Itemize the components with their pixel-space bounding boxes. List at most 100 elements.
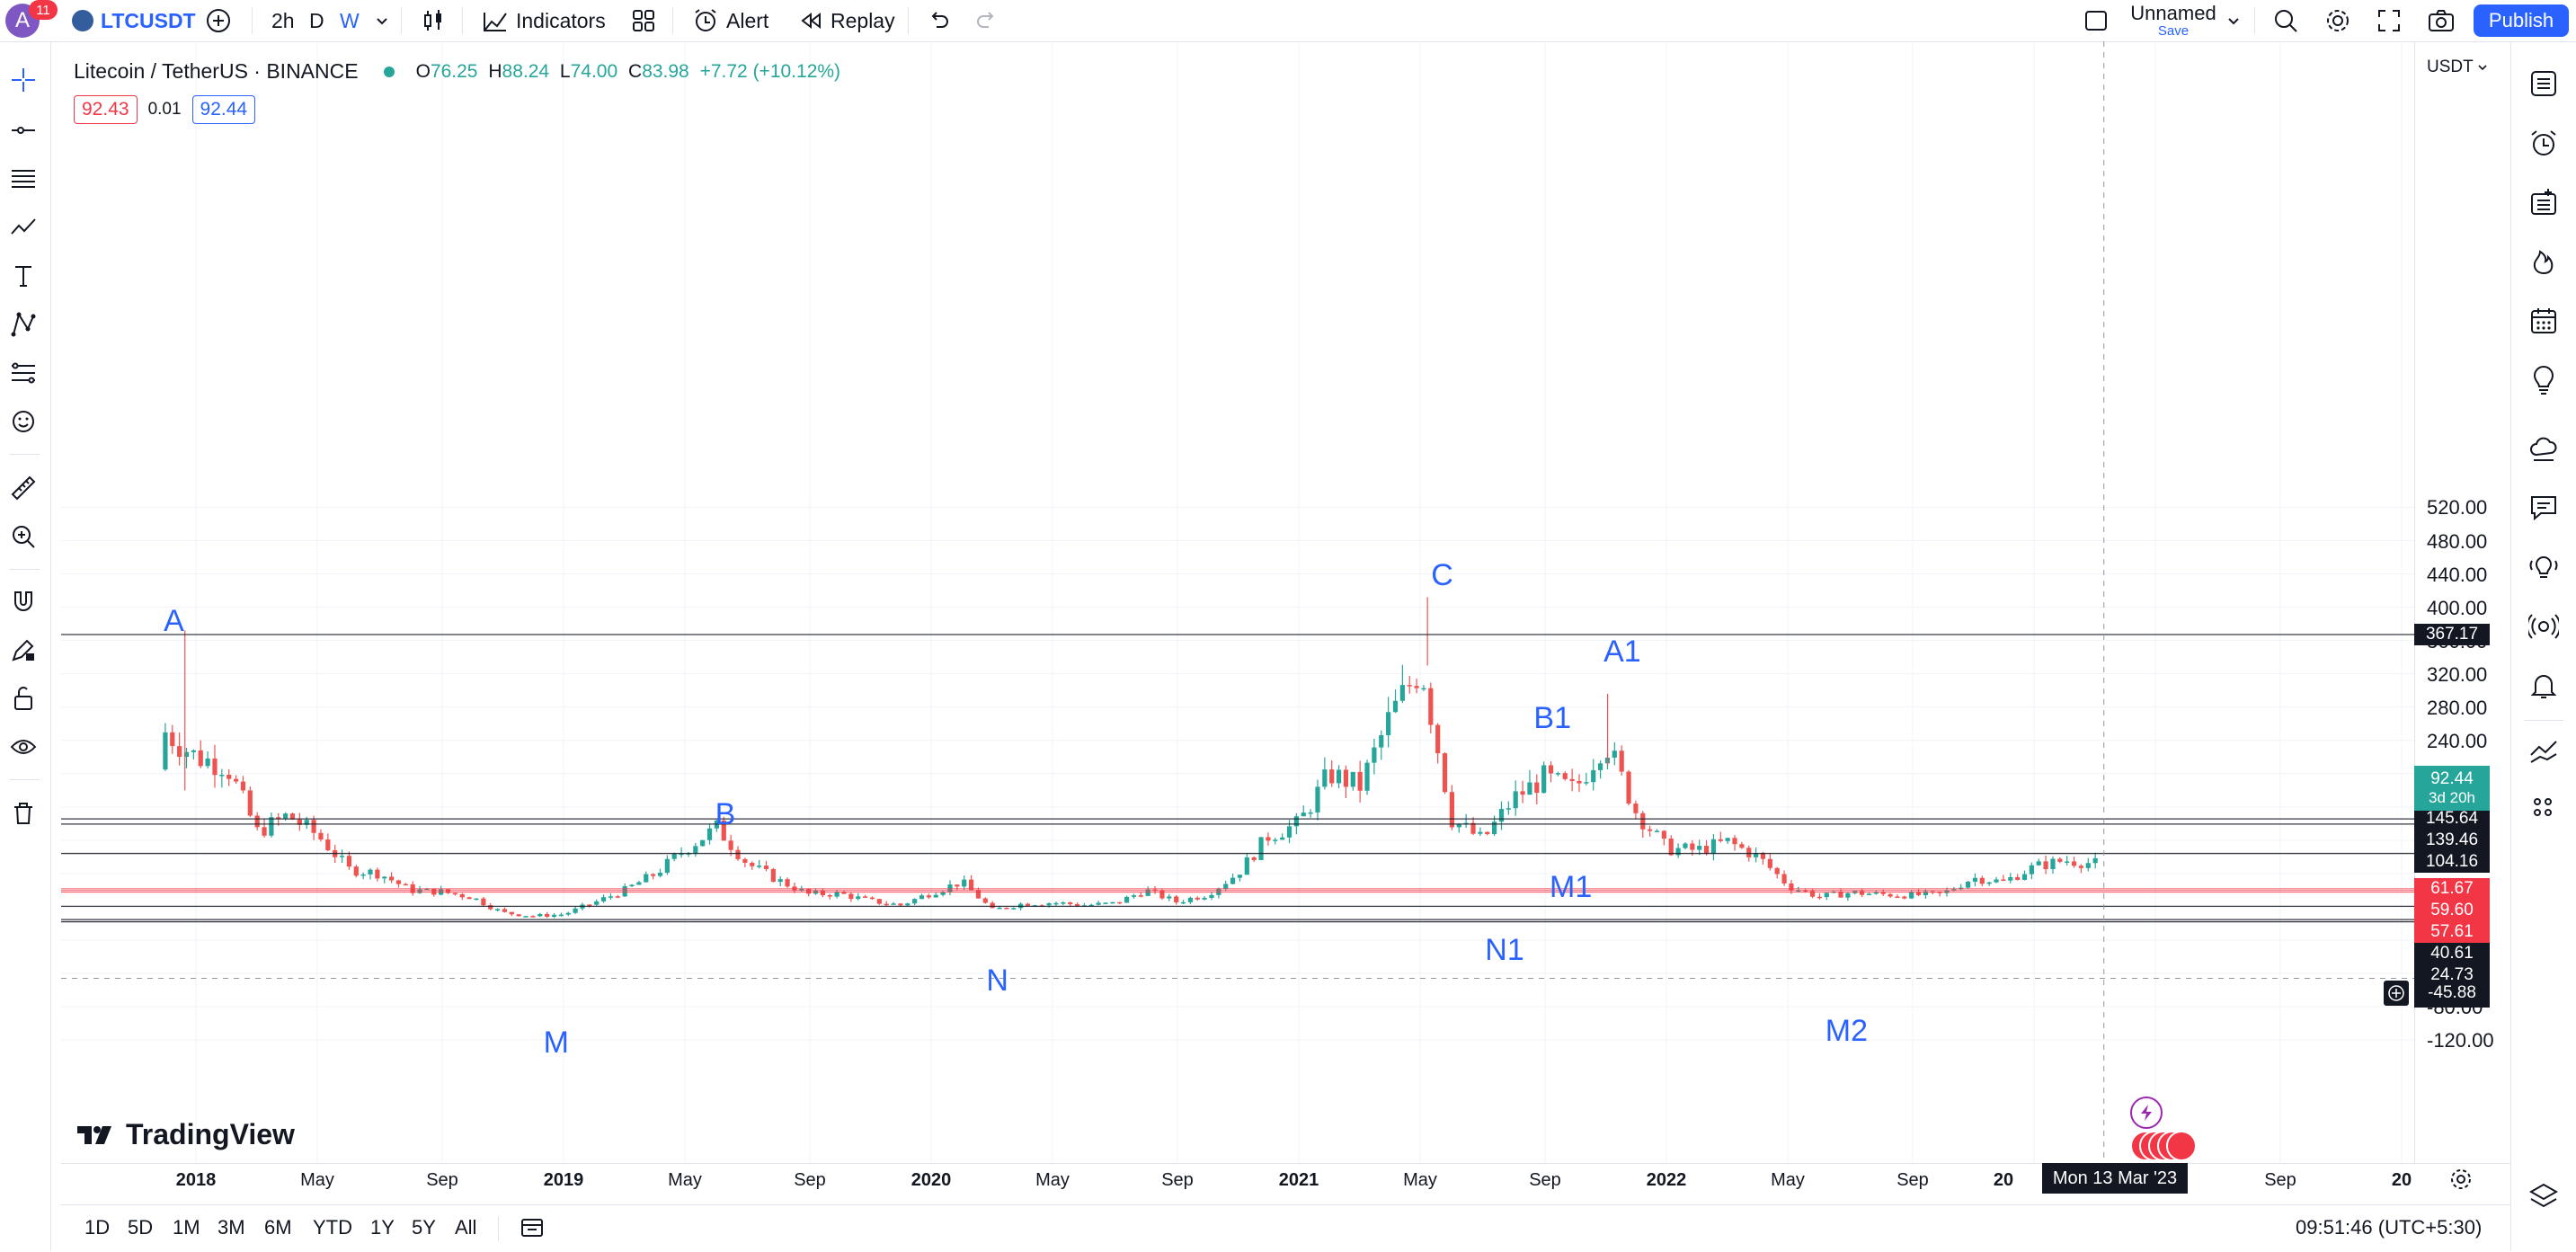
- range-1m[interactable]: 1M: [173, 1216, 200, 1239]
- range-1d[interactable]: 1D: [84, 1216, 111, 1239]
- interval-w[interactable]: W: [340, 8, 360, 32]
- symbol-label: LTCUSDT: [101, 8, 196, 32]
- fullscreen-button[interactable]: [2376, 0, 2402, 41]
- last-price-tag: 92.44 3d 20h: [2414, 766, 2490, 811]
- price-axis-border: [2414, 41, 2415, 1163]
- icon-tool[interactable]: [4, 402, 43, 441]
- horizontal-ray-icon: [12, 127, 35, 134]
- object-tree-button[interactable]: [2524, 182, 2563, 222]
- replay-button[interactable]: Replay: [798, 0, 895, 41]
- stay-in-drawing-mode[interactable]: [4, 630, 43, 670]
- undo-button[interactable]: [926, 0, 951, 41]
- tradingview-logo[interactable]: TradingView: [77, 1118, 295, 1151]
- remove-drawings[interactable]: [4, 794, 43, 833]
- candle-body: [1258, 837, 1264, 860]
- flash-event-icon[interactable]: [2130, 1097, 2163, 1129]
- wave-label[interactable]: N: [986, 963, 1008, 999]
- chats-button[interactable]: [2524, 488, 2563, 528]
- wave-label[interactable]: B: [715, 796, 736, 831]
- candle-body: [1145, 889, 1150, 896]
- currency-selector[interactable]: USDT: [2427, 58, 2488, 77]
- candle-body: [1053, 902, 1059, 905]
- wave-label[interactable]: M2: [1825, 1013, 1869, 1048]
- candle-body: [403, 884, 408, 886]
- range-3m[interactable]: 3M: [218, 1216, 245, 1239]
- redo-button[interactable]: [974, 0, 999, 41]
- date-range-button[interactable]: [520, 1216, 545, 1244]
- candle-body: [1025, 903, 1031, 906]
- prediction-tool[interactable]: [4, 353, 43, 393]
- ruler-tool[interactable]: [4, 468, 43, 508]
- widget-toolbar: [2510, 42, 2576, 1251]
- ideas-button[interactable]: [2524, 360, 2563, 400]
- notifications-button[interactable]: [2524, 666, 2563, 706]
- range-ytd[interactable]: YTD: [313, 1216, 352, 1239]
- layers-button[interactable]: [2524, 1177, 2563, 1216]
- publish-button[interactable]: Publish: [2474, 0, 2569, 41]
- wave-label[interactable]: C: [1431, 558, 1453, 593]
- data-window-button[interactable]: [2524, 731, 2563, 770]
- patterns-tool[interactable]: [4, 208, 43, 247]
- candle-body: [1838, 891, 1843, 898]
- calendar-button[interactable]: [2524, 301, 2563, 341]
- text-tool[interactable]: [4, 256, 43, 296]
- interval-2h[interactable]: 2h: [271, 8, 295, 32]
- range-all[interactable]: All: [455, 1216, 477, 1239]
- fib-tool[interactable]: [4, 159, 43, 199]
- chart-type-button[interactable]: [421, 0, 446, 41]
- price-level-tag: 145.64: [2414, 808, 2490, 830]
- economic-events[interactable]: [2130, 1131, 2197, 1161]
- us-flag-icon: [2166, 1131, 2197, 1161]
- symbol-search-button[interactable]: LTCUSDT: [72, 0, 196, 41]
- indicators-button[interactable]: Indicators: [482, 0, 606, 41]
- lock-drawings[interactable]: [4, 679, 43, 718]
- symbol-title[interactable]: Litecoin / TetherUS · BINANCE: [74, 59, 359, 83]
- streams-button[interactable]: [2524, 607, 2563, 646]
- settings-button[interactable]: [2324, 0, 2351, 41]
- snapshot-button[interactable]: [2427, 0, 2456, 41]
- add-alert-button[interactable]: [2384, 981, 2409, 1006]
- range-6m[interactable]: 6M: [264, 1216, 292, 1239]
- wave-label[interactable]: M1: [1550, 870, 1593, 905]
- compare-symbol-button[interactable]: [205, 0, 232, 41]
- hide-drawings[interactable]: [4, 727, 43, 767]
- candle-body: [841, 892, 847, 894]
- layout-save-label: Save: [2157, 23, 2190, 39]
- layout-name-button[interactable]: Unnamed Save: [2128, 0, 2218, 41]
- range-5y[interactable]: 5Y: [412, 1216, 436, 1239]
- multi-layout-button[interactable]: [2083, 0, 2109, 41]
- crosshair-tool[interactable]: [4, 60, 43, 100]
- wave-label[interactable]: B1: [1533, 701, 1571, 736]
- interval-d[interactable]: D: [309, 8, 324, 32]
- layout-menu-button[interactable]: [2225, 0, 2242, 41]
- wave-label[interactable]: A: [164, 604, 184, 639]
- interval-dropdown[interactable]: [374, 0, 390, 41]
- layouts-button[interactable]: [631, 0, 656, 41]
- projection-tool[interactable]: [4, 305, 43, 344]
- price-level-tag: 40.61: [2414, 942, 2490, 964]
- candle-body: [997, 907, 1002, 910]
- tech-lightbulb-button[interactable]: [2524, 547, 2563, 587]
- zoom-tool[interactable]: [4, 517, 43, 556]
- wave-label[interactable]: M: [543, 1025, 569, 1060]
- range-1y[interactable]: 1Y: [370, 1216, 395, 1239]
- alert-button[interactable]: Alert: [692, 0, 768, 41]
- trend-line-tool[interactable]: [4, 111, 43, 150]
- dots-button[interactable]: [2524, 788, 2563, 828]
- candle-body: [1202, 898, 1207, 900]
- buy-button[interactable]: 92.44: [191, 95, 256, 124]
- range-5d[interactable]: 5D: [128, 1216, 154, 1239]
- news-button[interactable]: [2524, 429, 2563, 468]
- wave-label[interactable]: A1: [1603, 635, 1641, 670]
- alerts-button[interactable]: [2524, 123, 2563, 163]
- hotlists-button[interactable]: [2524, 242, 2563, 281]
- watchlist-button[interactable]: [2524, 64, 2563, 103]
- clock-timezone[interactable]: 09:51:46 (UTC+5:30): [2296, 1216, 2483, 1239]
- sell-button[interactable]: 92.43: [74, 95, 138, 124]
- magnet-tool[interactable]: [4, 582, 43, 621]
- quick-search-button[interactable]: [2272, 0, 2299, 41]
- avatar[interactable]: A 11: [5, 0, 58, 41]
- wave-label[interactable]: N1: [1485, 932, 1524, 967]
- axis-settings-button[interactable]: [2448, 1167, 2474, 1196]
